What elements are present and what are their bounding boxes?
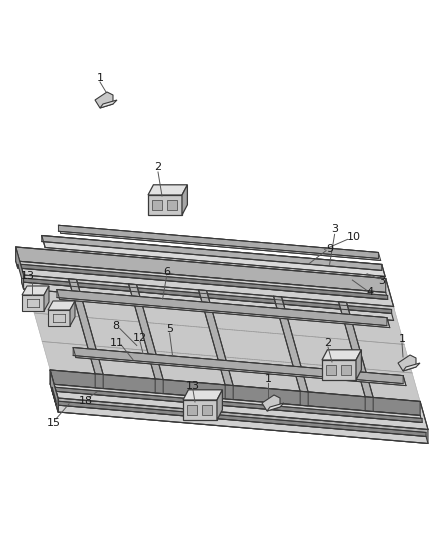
Polygon shape [22,286,49,295]
Polygon shape [58,225,378,259]
Polygon shape [18,264,387,300]
Text: 1: 1 [264,374,271,384]
Polygon shape [364,397,372,411]
Polygon shape [187,405,197,415]
Polygon shape [281,297,364,397]
Polygon shape [52,387,421,423]
Polygon shape [73,348,402,384]
Polygon shape [56,405,427,443]
Polygon shape [68,279,103,375]
Polygon shape [50,384,421,423]
Polygon shape [24,275,95,374]
Polygon shape [300,391,307,406]
Polygon shape [155,379,163,393]
Polygon shape [16,247,385,293]
Polygon shape [16,247,24,289]
Polygon shape [24,275,392,320]
Polygon shape [50,370,427,430]
Text: 11: 11 [110,337,124,348]
Text: 1: 1 [96,73,103,83]
Polygon shape [183,390,222,400]
Polygon shape [148,195,182,215]
Text: 2: 2 [324,338,331,348]
Polygon shape [50,370,419,415]
Polygon shape [44,286,49,311]
Polygon shape [16,247,392,306]
Polygon shape [321,350,360,360]
Polygon shape [166,200,177,210]
Polygon shape [73,348,405,385]
Polygon shape [273,296,307,392]
Polygon shape [58,225,380,261]
Text: 3: 3 [330,224,337,235]
Polygon shape [355,350,360,380]
Polygon shape [346,302,419,401]
Polygon shape [397,355,415,371]
Polygon shape [201,405,212,415]
Polygon shape [22,295,44,311]
Polygon shape [48,301,75,310]
Polygon shape [70,301,75,326]
Text: 5: 5 [166,324,173,334]
Polygon shape [340,365,350,375]
Polygon shape [42,236,384,277]
Polygon shape [57,289,389,328]
Polygon shape [21,282,392,320]
Polygon shape [16,261,387,300]
Polygon shape [183,400,216,420]
Polygon shape [402,363,419,371]
Polygon shape [198,290,233,385]
Polygon shape [42,236,381,270]
Text: 6: 6 [163,267,170,277]
Polygon shape [148,185,187,195]
Text: 1: 1 [398,334,405,344]
Polygon shape [50,370,58,412]
Polygon shape [48,310,70,326]
Polygon shape [325,365,335,375]
Polygon shape [57,289,386,326]
Polygon shape [216,390,222,420]
Text: 2: 2 [154,162,161,172]
Text: 9: 9 [326,244,333,254]
Text: 4: 4 [366,287,373,297]
Text: 8: 8 [112,321,119,332]
Polygon shape [338,302,372,398]
Polygon shape [76,279,155,379]
Text: 3: 3 [378,276,385,286]
Polygon shape [95,92,113,108]
Polygon shape [321,360,355,380]
Polygon shape [56,401,425,437]
Polygon shape [266,403,283,411]
Polygon shape [152,200,162,210]
Polygon shape [206,290,300,391]
Text: 12: 12 [133,334,147,343]
Polygon shape [100,100,117,108]
Text: 18: 18 [79,397,93,406]
Text: 13: 13 [21,271,35,281]
Polygon shape [261,395,279,411]
Text: 13: 13 [186,381,200,391]
Polygon shape [136,285,225,385]
Text: 15: 15 [47,418,61,428]
Polygon shape [95,374,103,389]
Polygon shape [58,398,427,443]
Text: 10: 10 [346,232,360,243]
Polygon shape [225,385,233,400]
Polygon shape [128,284,163,379]
Polygon shape [21,278,391,313]
Polygon shape [182,185,187,215]
